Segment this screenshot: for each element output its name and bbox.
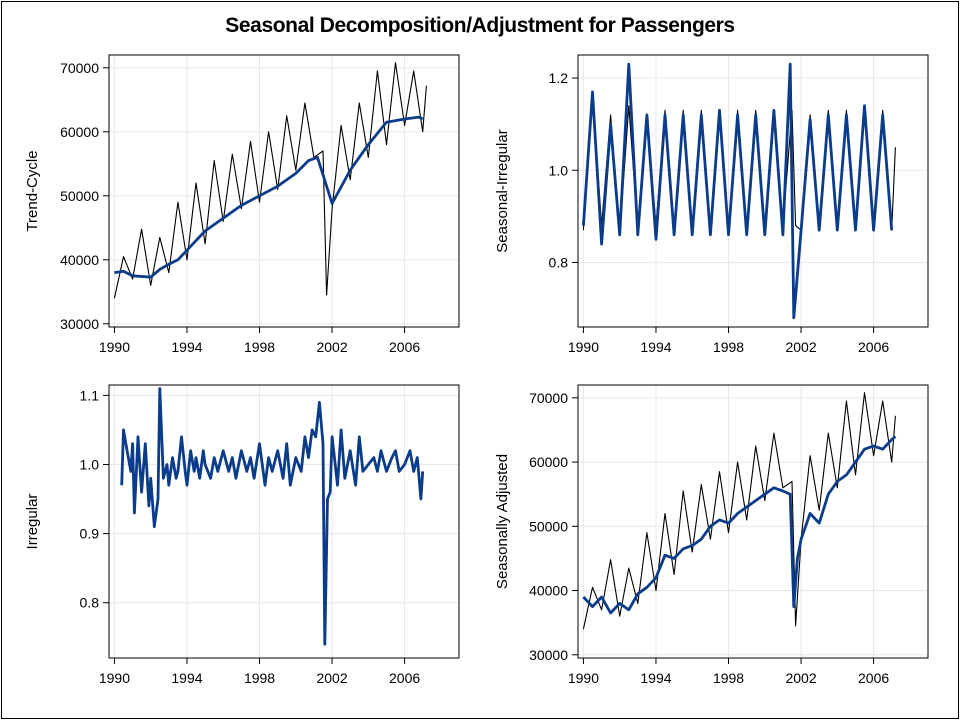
x-tick-label: 1990 [568,339,599,355]
x-tick-label: 1998 [713,670,744,686]
y-tick-label: 1.2 [549,70,569,86]
chart-title: Seasonal Decomposition/Adjustment for Pa… [225,14,735,37]
y-tick-label: 1.0 [549,162,569,178]
x-tick-label: 1990 [568,670,599,686]
x-tick-label: 2006 [858,339,889,355]
x-tick-label: 1994 [171,339,202,355]
x-tick-label: 2002 [785,339,816,355]
x-tick-label: 1994 [171,670,202,686]
x-tick-label: 1998 [244,339,275,355]
x-tick-label: 2002 [316,339,347,355]
x-tick-label: 1990 [99,670,130,686]
series-line-component [582,62,894,320]
series-line-component [582,435,897,615]
x-tick-label: 2006 [389,339,420,355]
plot-frame [577,54,929,328]
plot-frame [108,384,460,659]
y-axis-label: Trend-Cycle [24,150,41,231]
series-line-component [120,387,425,646]
y-tick-label: 60000 [529,454,568,470]
x-tick-label: 1994 [640,339,671,355]
y-tick-label: 1.1 [80,387,100,403]
x-tick-label: 2002 [316,670,347,686]
y-axis-label: Seasonally Adjusted [494,454,511,589]
x-tick-label: 1998 [244,670,275,686]
y-tick-label: 70000 [529,390,568,406]
plot-frame [577,384,929,659]
x-tick-label: 1998 [713,339,744,355]
y-tick-label: 70000 [60,60,99,76]
series-line-raw [582,392,896,630]
y-tick-label: 30000 [60,316,99,332]
y-tick-label: 40000 [60,252,99,268]
series-line-component [114,115,424,279]
y-tick-label: 0.9 [80,526,100,542]
y-tick-label: 60000 [60,124,99,140]
y-tick-label: 0.8 [80,595,100,611]
y-axis-label: Seasonal-Irregular [494,129,511,252]
y-tick-label: 1.0 [80,456,100,472]
x-tick-label: 1990 [99,339,130,355]
series-line-raw [113,62,427,299]
x-tick-label: 2006 [389,670,420,686]
y-axis-label: Irregular [24,494,41,550]
x-tick-label: 1994 [640,670,671,686]
x-tick-label: 2006 [858,670,889,686]
y-tick-label: 30000 [529,647,568,663]
plot-frame [108,54,460,328]
x-tick-label: 2002 [785,670,816,686]
y-tick-label: 50000 [60,188,99,204]
y-tick-label: 0.8 [549,254,569,270]
y-tick-label: 50000 [529,518,568,534]
y-tick-label: 40000 [529,583,568,599]
